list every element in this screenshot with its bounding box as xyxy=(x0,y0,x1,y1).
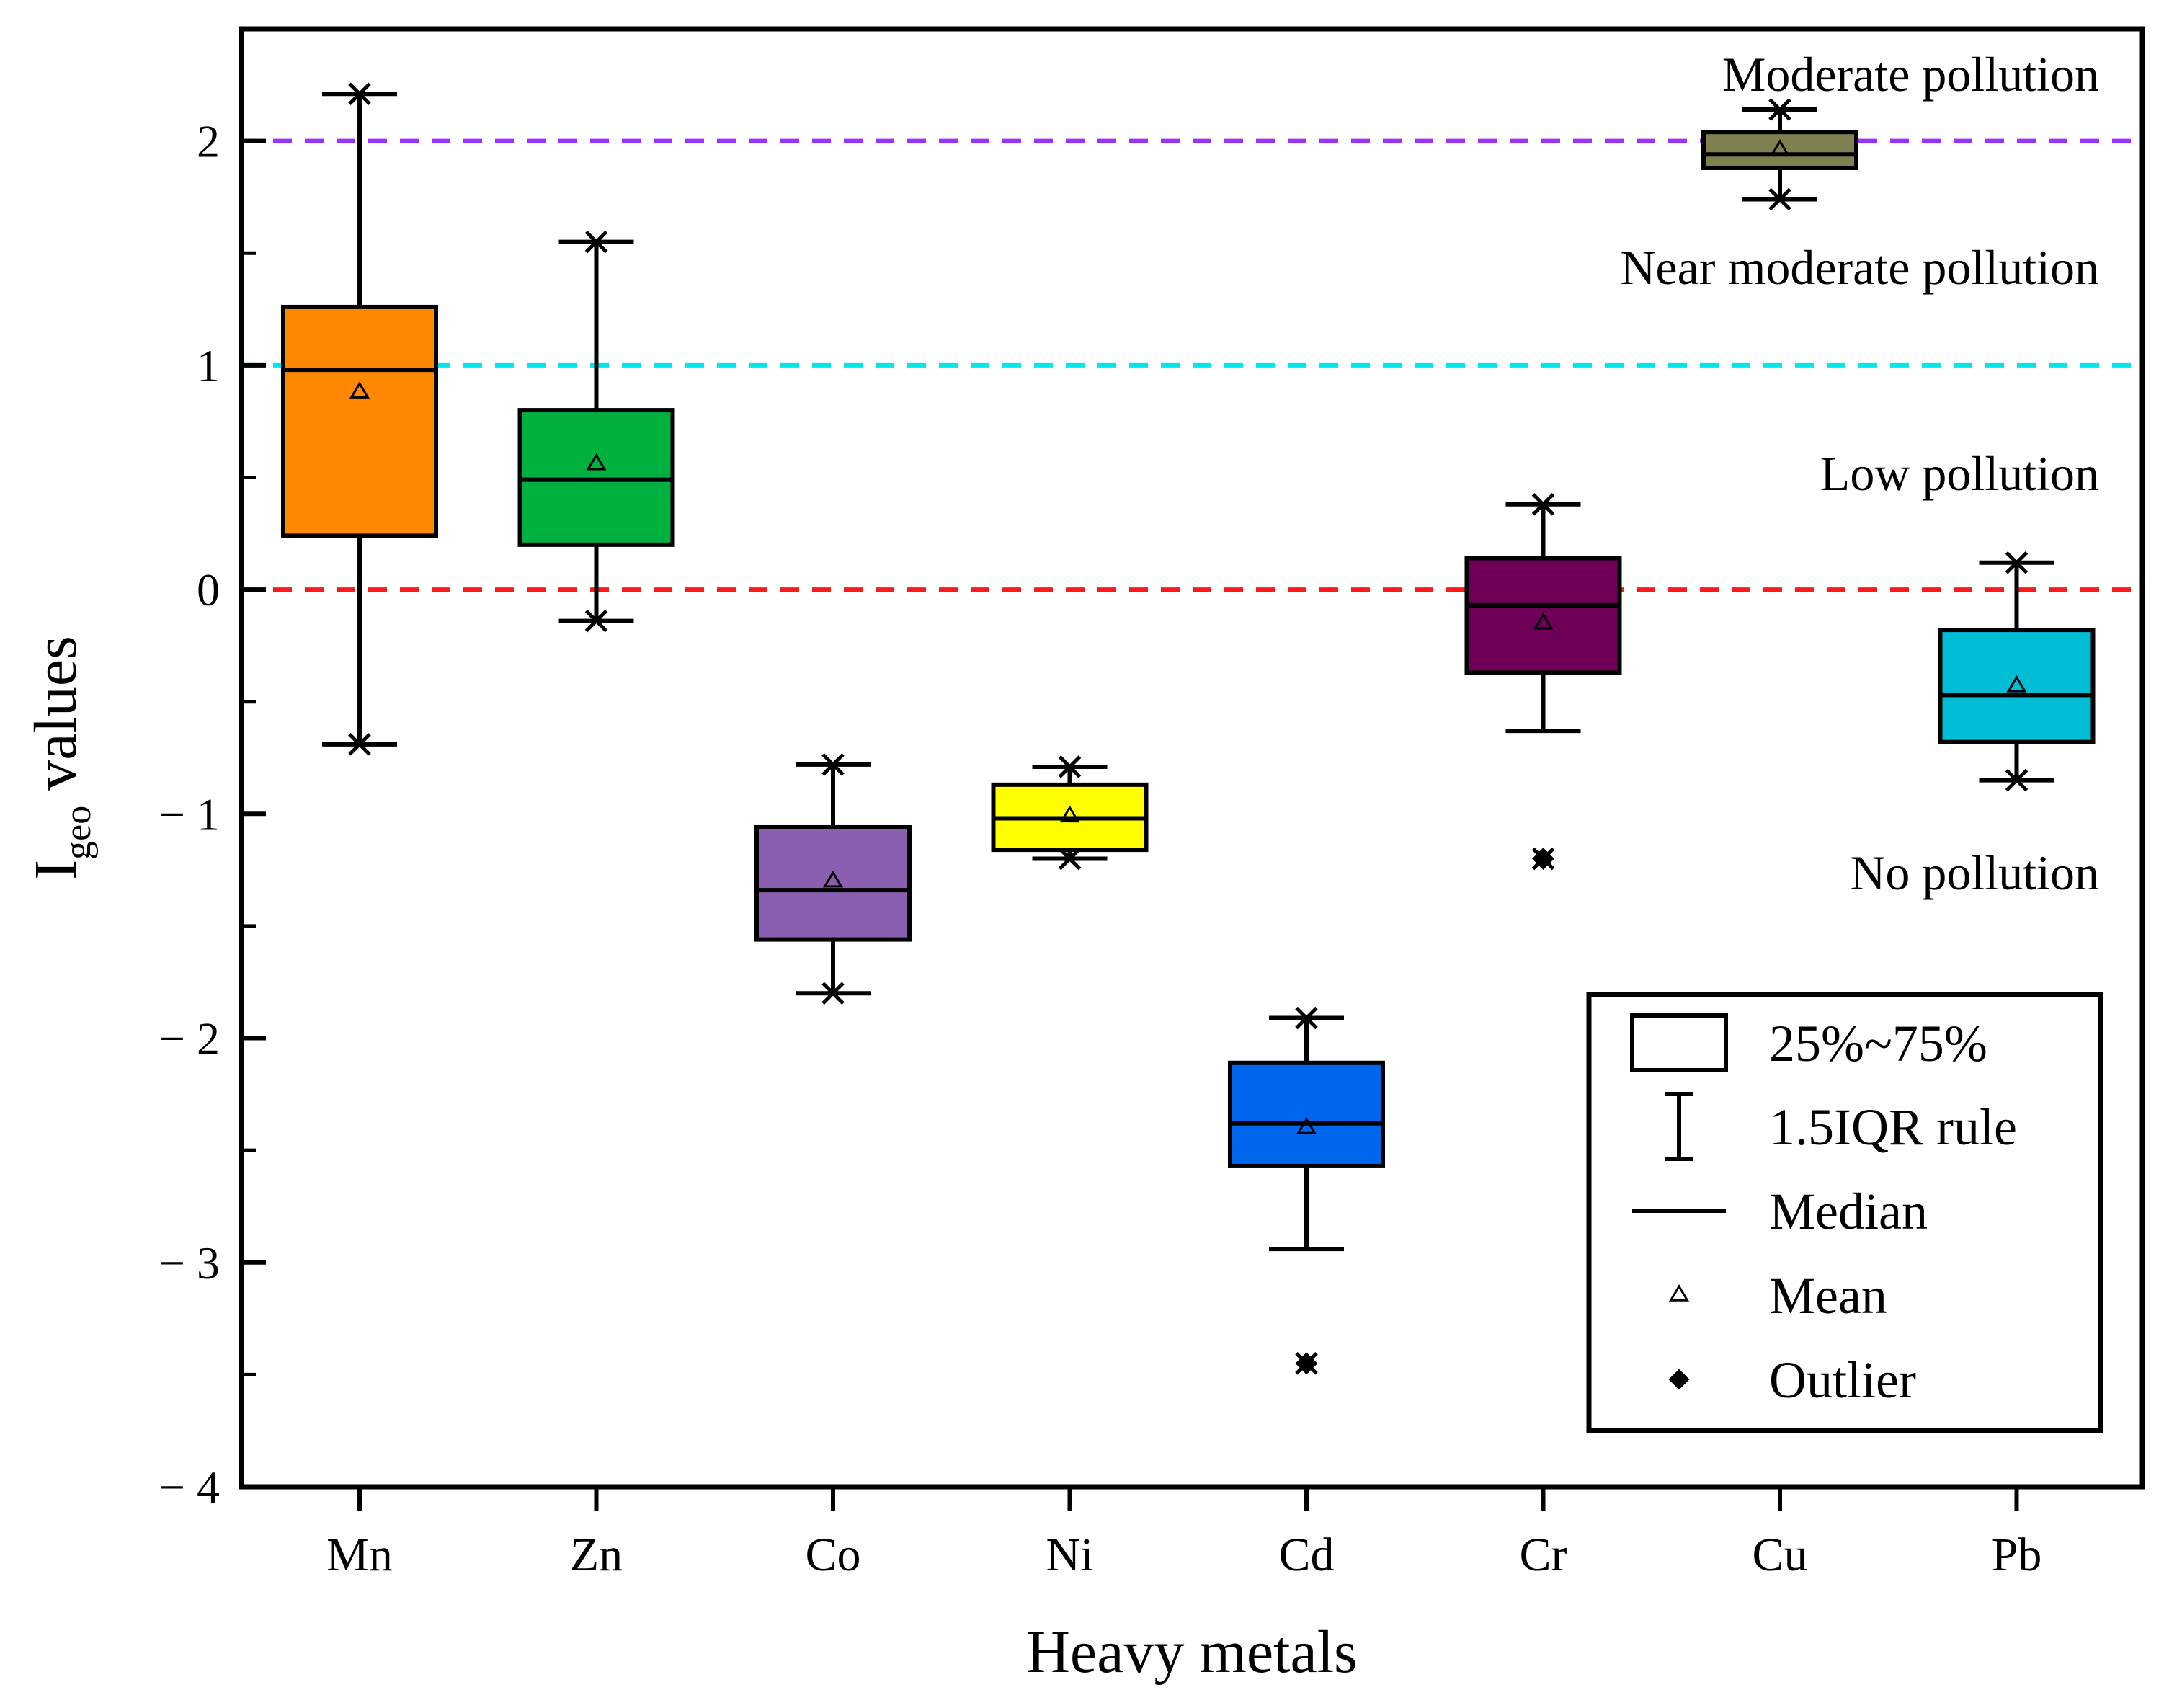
x-tick-label-Cd: Cd xyxy=(1278,1529,1334,1581)
cross-stroke xyxy=(348,82,371,106)
cross-stroke xyxy=(584,230,608,254)
x-tick-label-Mn: Mn xyxy=(326,1529,393,1581)
cross-stroke xyxy=(821,753,845,776)
box-series xyxy=(281,82,2096,1375)
legend-item: Median xyxy=(1632,1183,1928,1240)
cross-stroke xyxy=(584,609,608,633)
legend-symbol-box xyxy=(1630,1013,1728,1072)
box-Ni xyxy=(991,755,1149,871)
outlier-cross xyxy=(1531,847,1555,871)
max-marker xyxy=(348,82,371,106)
zone-labels: Moderate pollution Near moderate pollutio… xyxy=(1620,47,2099,900)
zone-label: Moderate pollution xyxy=(1722,47,2099,102)
y-tick-label: 0 xyxy=(197,564,220,615)
max-marker xyxy=(1531,493,1555,516)
mean-marker xyxy=(586,453,607,471)
box-Co xyxy=(754,753,912,1005)
legend-label: Median xyxy=(1769,1183,1928,1240)
cross-stroke xyxy=(2005,768,2029,792)
iqr-box xyxy=(1228,1060,1385,1168)
cross-stroke xyxy=(1295,1006,1318,1030)
legend-item: Outlier xyxy=(1668,1351,1916,1409)
max-marker xyxy=(584,230,608,254)
max-marker xyxy=(1295,1006,1318,1030)
y-axis-title: Igeo values xyxy=(22,636,99,880)
min-marker xyxy=(2005,768,2029,792)
cross-stroke xyxy=(2005,551,2029,574)
iqr-box xyxy=(1701,130,1858,170)
cross-stroke xyxy=(1295,1352,1318,1375)
min-marker xyxy=(584,609,608,633)
legend-label: 25%~75% xyxy=(1769,1015,1987,1072)
legend-item: Mean xyxy=(1668,1267,1887,1325)
max-marker xyxy=(1768,98,1791,121)
cross-stroke xyxy=(821,982,845,1005)
box-Mn xyxy=(281,82,438,756)
x-axis-title: Heavy metals xyxy=(1026,1619,1358,1686)
zone-label: No pollution xyxy=(1850,845,2099,900)
cross-stroke xyxy=(348,733,371,756)
box-Pb xyxy=(1938,551,2096,792)
box-Zn xyxy=(517,230,675,633)
y-tick-label: − 3 xyxy=(159,1237,220,1289)
plot-frame xyxy=(239,26,2145,1490)
y-tick-label: − 1 xyxy=(159,788,220,840)
zone-label: Low pollution xyxy=(1820,446,2099,501)
max-marker xyxy=(821,753,845,776)
legend-symbol-outlier xyxy=(1668,1369,1690,1390)
cross-stroke xyxy=(1768,98,1791,121)
max-marker xyxy=(1058,755,1082,778)
box-Cr xyxy=(1464,493,1622,871)
cross-stroke xyxy=(1058,847,1082,871)
cross-stroke xyxy=(1531,493,1555,516)
legend-symbol-mean xyxy=(1668,1284,1690,1302)
x-tick-label-Cu: Cu xyxy=(1752,1529,1807,1581)
mean-marker xyxy=(822,870,844,888)
y-tick-label: 1 xyxy=(197,340,220,391)
outlier-cross xyxy=(1295,1352,1318,1375)
legend-label: Outlier xyxy=(1769,1351,1916,1409)
legend-item: 25%~75% xyxy=(1630,1013,1987,1072)
min-marker xyxy=(1768,187,1791,211)
max-marker xyxy=(2005,551,2029,574)
x-tick-label-Zn: Zn xyxy=(570,1529,623,1581)
mean-marker xyxy=(2006,675,2027,693)
mean-marker xyxy=(349,381,370,399)
y-axis-title-rest: values xyxy=(22,636,89,806)
box-Cd xyxy=(1228,1006,1385,1375)
min-marker xyxy=(821,982,845,1005)
cross-stroke xyxy=(1768,187,1791,211)
x-tick-label-Cr: Cr xyxy=(1520,1529,1567,1581)
y-tick-label: − 2 xyxy=(159,1013,220,1064)
x-tick-label-Pb: Pb xyxy=(1992,1529,2042,1581)
legend: 25%~75% 1.5IQR rule Median Mean Outlier xyxy=(1586,992,2103,1433)
iqr-box xyxy=(517,408,675,547)
legend-item: 1.5IQR rule xyxy=(1665,1092,2017,1161)
box-Cu xyxy=(1701,98,1858,211)
legend-label: 1.5IQR rule xyxy=(1769,1098,2017,1156)
iqr-box xyxy=(281,304,438,538)
x-tick-label-Co: Co xyxy=(805,1529,860,1581)
y-tick-label: − 4 xyxy=(159,1462,220,1513)
mean-marker xyxy=(1769,139,1791,156)
zone-label: Near moderate pollution xyxy=(1620,240,2099,295)
mean-marker xyxy=(1296,1117,1317,1134)
iqr-box xyxy=(1938,628,2096,744)
mean-marker xyxy=(1059,805,1080,823)
x-tick-label-Ni: Ni xyxy=(1046,1529,1094,1581)
axes: 2 1 0 − 1 − 2 − 3 − 4 Mn Zn Co Ni Cd Cr Cu Pb xyxy=(159,116,2041,1581)
cross-stroke xyxy=(1058,755,1082,778)
y-axis-title-main: I xyxy=(22,860,89,880)
legend-label: Mean xyxy=(1769,1267,1887,1325)
min-marker xyxy=(1058,847,1082,871)
y-tick-label: 2 xyxy=(197,116,220,167)
iqr-box xyxy=(754,824,912,942)
min-marker xyxy=(348,733,371,756)
cross-stroke xyxy=(1531,847,1555,871)
mean-marker xyxy=(1533,612,1554,630)
y-axis-title-subscript: geo xyxy=(58,806,99,860)
